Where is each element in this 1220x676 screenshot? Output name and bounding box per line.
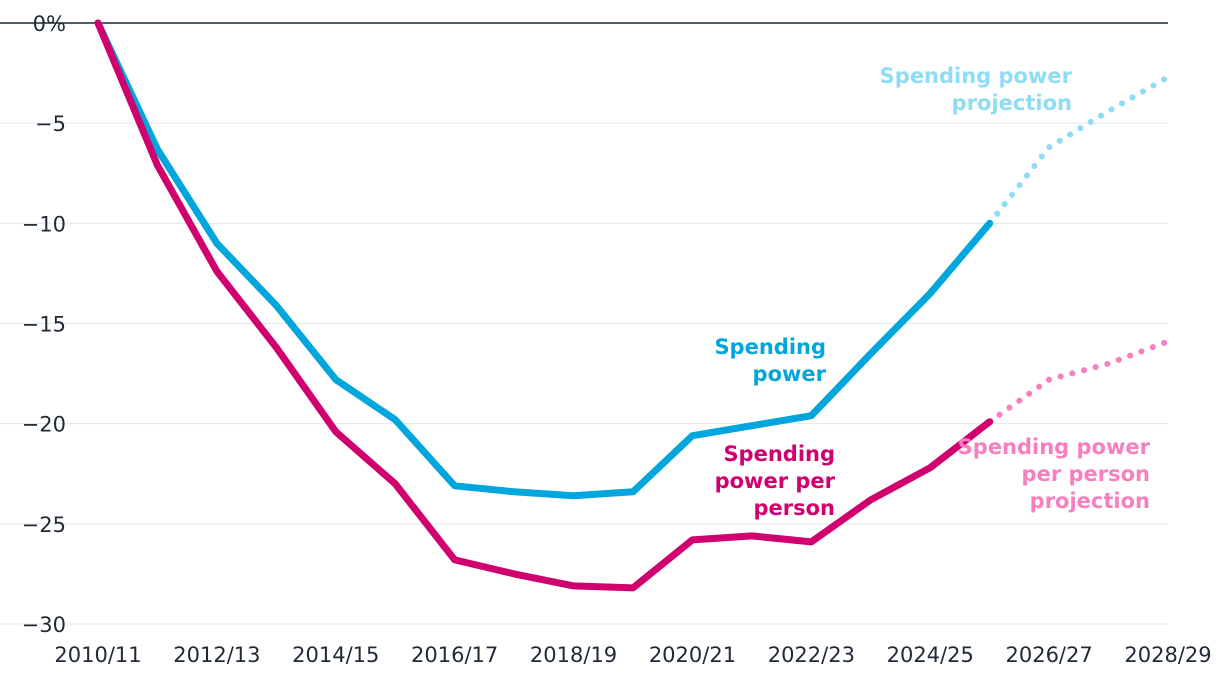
series-label-line: projection: [952, 91, 1072, 115]
y-axis-tick-labels: 0% −5 −10 −15 −20 −25 −30: [22, 12, 66, 637]
y-tick-label: −5: [35, 112, 66, 136]
x-tick-label: 2026/27: [1005, 643, 1092, 667]
x-tick-label: 2016/17: [411, 643, 498, 667]
y-tick-label: −10: [22, 212, 66, 236]
y-tick-label: −30: [22, 613, 66, 637]
x-tick-label: 2024/25: [887, 643, 974, 667]
series-label-line: Spending power: [958, 435, 1151, 459]
y-tick-label: 0%: [33, 12, 66, 36]
series-label-line: Spending power: [880, 64, 1073, 88]
series-label-line: projection: [1030, 489, 1150, 513]
x-tick-label: 2012/13: [173, 643, 260, 667]
x-tick-label: 2018/19: [530, 643, 617, 667]
series-lines: [94, 19, 1171, 592]
x-axis-tick-labels: 2010/11 2012/13 2014/15 2016/17 2018/19 2020/…: [54, 643, 1211, 667]
series-line-spending-power-per-person-projection: [986, 338, 1171, 425]
series-label-spending-power-per-person-projection: Spending power per person projection: [958, 435, 1151, 513]
gridlines: [0, 22, 1168, 625]
series-label-line: power: [753, 362, 827, 386]
series-label-spending-power-projection: Spending power projection: [880, 64, 1073, 115]
x-tick-label: 2028/29: [1124, 643, 1211, 667]
x-tick-label: 2022/23: [768, 643, 855, 667]
series-label-spending-power: Spending power: [714, 335, 826, 386]
series-label-spending-power-per-person: Spending power per person: [715, 442, 836, 520]
y-tick-label: −25: [22, 513, 66, 537]
series-label-line: person: [753, 496, 835, 520]
series-line-spending-power-per-person: [94, 19, 994, 592]
series-label-line: power per: [715, 469, 836, 493]
series-label-line: Spending: [714, 335, 826, 359]
x-tick-label: 2010/11: [54, 643, 141, 667]
series-line-spending-power-projection: [986, 74, 1171, 227]
series-label-line: per person: [1022, 462, 1150, 486]
series-label-line: Spending: [723, 442, 835, 466]
x-tick-label: 2020/21: [649, 643, 736, 667]
y-tick-label: −15: [22, 313, 66, 337]
y-tick-label: −20: [22, 413, 66, 437]
series-line-spending-power: [94, 19, 994, 500]
x-tick-label: 2014/15: [292, 643, 379, 667]
